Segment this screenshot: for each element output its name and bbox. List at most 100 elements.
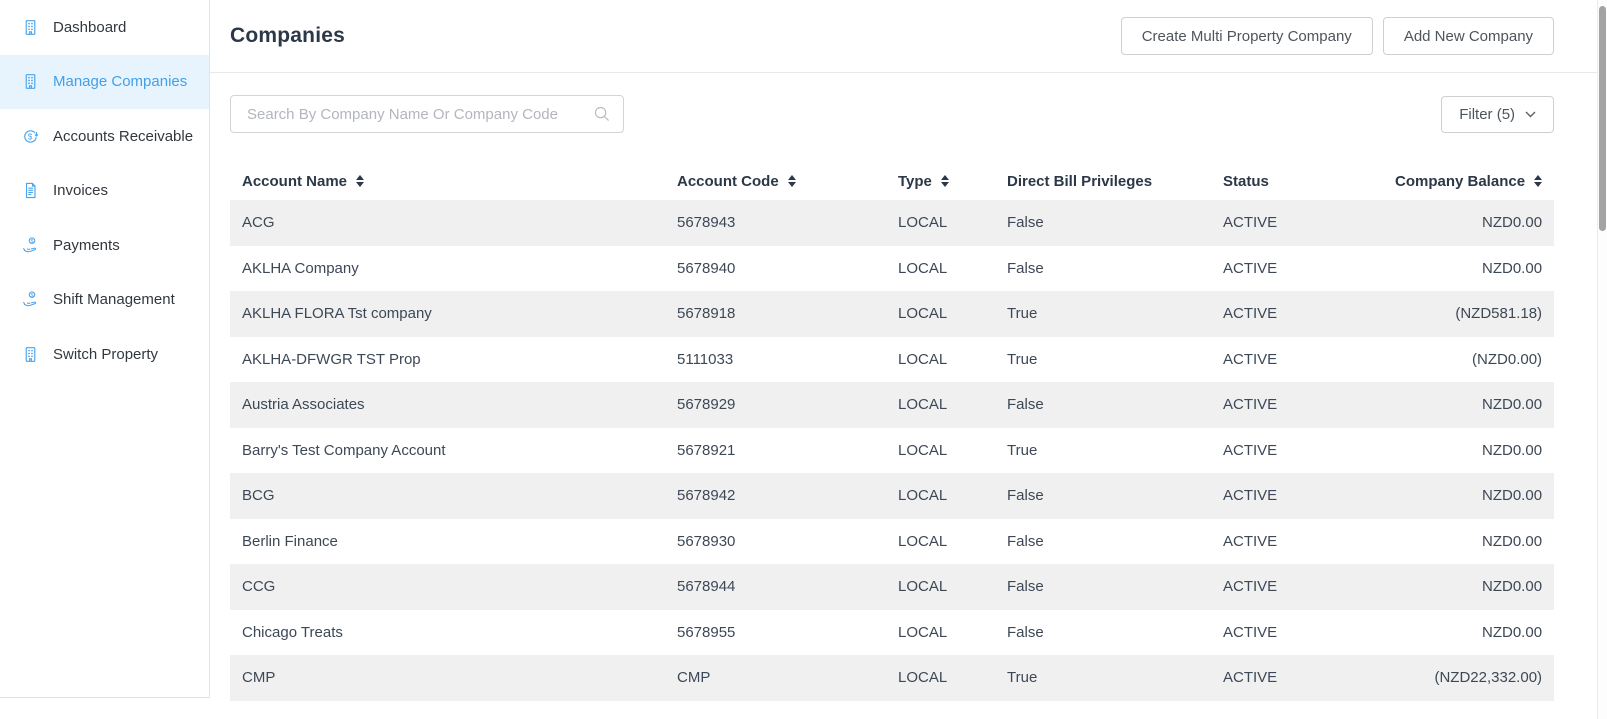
cell-account-name: CCG xyxy=(242,578,276,596)
building-icon xyxy=(21,72,40,91)
table-row[interactable]: Barry's Test Company Account 5678921 LOCAL… xyxy=(230,428,1554,474)
column-header-label: Direct Bill Privileges xyxy=(1007,172,1153,190)
sidebar-item-label: Switch Property xyxy=(53,345,159,363)
sidebar-item-label: Invoices xyxy=(53,182,109,200)
cell-company-balance: NZD0.00 xyxy=(1482,532,1543,550)
cell-direct-bill-privileges: True xyxy=(1007,441,1038,459)
cell-account-name: Barry's Test Company Account xyxy=(242,441,446,459)
table-row[interactable]: CMP CMP LOCAL True ACTIVE (NZD22,332.00) xyxy=(230,655,1555,701)
svg-text:$: $ xyxy=(31,239,34,245)
cell-status: ACTIVE xyxy=(1223,532,1278,550)
sort-icon[interactable] xyxy=(787,175,796,187)
cell-type: LOCAL xyxy=(898,305,948,323)
cell-account-code: 5678955 xyxy=(677,623,736,641)
cell-status: ACTIVE xyxy=(1223,441,1278,459)
svg-text:$: $ xyxy=(31,293,34,299)
page-title: Companies xyxy=(230,24,345,47)
cell-type: LOCAL xyxy=(898,396,948,414)
column-header-label: Account Code xyxy=(677,172,779,190)
table-row[interactable]: AKLHA-DFWGR TST Prop 5111033 LOCAL True ACTI… xyxy=(230,337,1554,383)
sidebar-item-label: Shift Management xyxy=(53,291,175,309)
cell-type: LOCAL xyxy=(898,487,948,505)
cell-status: ACTIVE xyxy=(1223,305,1278,323)
cell-account-code: CMP xyxy=(677,669,711,687)
table-row[interactable]: BCG 5678942 LOCAL False ACTIVE NZD0.00 xyxy=(230,473,1555,519)
column-header-direct-bill-privileges: Direct Bill Privileges xyxy=(995,173,1211,190)
cell-status: ACTIVE xyxy=(1223,350,1278,368)
cell-account-code: 5678921 xyxy=(677,441,736,459)
cell-direct-bill-privileges: False xyxy=(1007,259,1044,277)
sort-icon[interactable] xyxy=(356,175,365,187)
cell-account-code: 5678944 xyxy=(677,578,736,596)
cell-direct-bill-privileges: True xyxy=(1007,305,1038,323)
sidebar-item-invoices[interactable]: Invoices xyxy=(0,164,209,219)
svg-text:$: $ xyxy=(28,132,33,141)
cell-type: LOCAL xyxy=(898,350,948,368)
page-header: Companies Create Multi Property Company … xyxy=(210,0,1607,73)
table-row[interactable]: Berlin Finance 5678930 LOCAL False ACTIVE NZD… xyxy=(230,519,1554,565)
cell-company-balance: NZD0.00 xyxy=(1482,487,1543,505)
table-body: ACG 5678943 LOCAL False ACTIVE NZD0.00 AKLHA C… xyxy=(230,200,1555,701)
table-header-row: Account Name Account Code Type Direct Bill … xyxy=(230,162,1554,200)
cell-direct-bill-privileges: False xyxy=(1007,623,1044,641)
main-content: Companies Create Multi Property Company … xyxy=(210,0,1607,719)
table-row[interactable]: Chicago Treats 5678955 LOCAL False ACTIVE NZD… xyxy=(230,610,1554,656)
table-row[interactable]: AKLHA Company 5678940 LOCAL False ACTIVE NZD0… xyxy=(230,246,1554,292)
building-icon xyxy=(21,345,40,364)
cell-direct-bill-privileges: False xyxy=(1007,532,1044,550)
cell-account-code: 5678942 xyxy=(677,487,736,505)
cell-direct-bill-privileges: True xyxy=(1007,350,1038,368)
vertical-scrollbar-thumb[interactable] xyxy=(1599,6,1606,231)
cell-status: ACTIVE xyxy=(1223,669,1278,687)
table-row[interactable]: AKLHA FLORA Tst company 5678918 LOCAL True A… xyxy=(230,291,1555,337)
sidebar-item-manage-companies[interactable]: Manage Companies xyxy=(0,54,209,109)
sidebar-item-accounts-receivable[interactable]: $ Accounts Receivable xyxy=(0,109,209,164)
cell-type: LOCAL xyxy=(898,441,948,459)
cell-company-balance: (NZD0.00) xyxy=(1472,350,1543,368)
sidebar-item-shift-management[interactable]: $ Shift Management xyxy=(0,273,209,328)
sidebar-item-switch-property[interactable]: Switch Property xyxy=(0,327,209,382)
cell-type: LOCAL xyxy=(898,532,948,550)
column-header-label: Account Name xyxy=(242,172,348,190)
create-multi-property-company-button[interactable]: Create Multi Property Company xyxy=(1120,17,1373,55)
add-new-company-button[interactable]: Add New Company xyxy=(1382,17,1555,55)
toolbar: Filter (5) xyxy=(230,95,1555,133)
cell-company-balance: NZD0.00 xyxy=(1482,259,1543,277)
column-header-status: Status xyxy=(1211,173,1383,190)
cell-account-name: Chicago Treats xyxy=(242,623,343,641)
sidebar-item-label: Manage Companies xyxy=(53,73,188,91)
cell-type: LOCAL xyxy=(898,214,948,232)
filter-button[interactable]: Filter (5) xyxy=(1441,95,1555,133)
sidebar-item-dashboard[interactable]: Dashboard xyxy=(0,0,209,55)
sidebar-item-label: Dashboard xyxy=(53,18,127,36)
cell-account-name: AKLHA FLORA Tst company xyxy=(242,305,432,323)
cell-type: LOCAL xyxy=(898,623,948,641)
column-header-type[interactable]: Type xyxy=(886,173,995,190)
filter-label: Filter (5) xyxy=(1459,105,1516,123)
table-row[interactable]: CCG 5678944 LOCAL False ACTIVE NZD0.00 xyxy=(230,564,1555,610)
table-row[interactable]: Austria Associates 5678929 LOCAL False ACTIV… xyxy=(230,382,1555,428)
search-input[interactable] xyxy=(245,104,593,124)
sort-icon[interactable] xyxy=(940,175,949,187)
cell-direct-bill-privileges: True xyxy=(1007,669,1038,687)
companies-table: Account Name Account Code Type Direct Bill … xyxy=(230,162,1555,701)
column-header-account-code[interactable]: Account Code xyxy=(665,173,886,190)
column-header-company-balance[interactable]: Company Balance xyxy=(1383,173,1554,190)
column-header-account-name[interactable]: Account Name xyxy=(230,173,665,190)
hand-coin-icon: $ xyxy=(21,236,40,255)
cell-status: ACTIVE xyxy=(1223,487,1278,505)
cell-account-code: 5678930 xyxy=(677,532,736,550)
vertical-scrollbar-track xyxy=(1597,0,1607,719)
sidebar-item-payments[interactable]: $ Payments xyxy=(0,218,209,273)
invoice-icon xyxy=(21,181,40,200)
cell-status: ACTIVE xyxy=(1223,623,1278,641)
cell-account-name: CMP xyxy=(242,669,276,687)
cell-company-balance: NZD0.00 xyxy=(1482,578,1543,596)
table-row[interactable]: ACG 5678943 LOCAL False ACTIVE NZD0.00 xyxy=(230,200,1555,246)
sort-icon[interactable] xyxy=(1534,175,1543,187)
sidebar-item-label: Payments xyxy=(53,236,120,254)
cell-account-code: 5678940 xyxy=(677,259,736,277)
cell-account-name: AKLHA-DFWGR TST Prop xyxy=(242,350,421,368)
cell-account-name: AKLHA Company xyxy=(242,259,359,277)
search-box xyxy=(230,95,624,133)
